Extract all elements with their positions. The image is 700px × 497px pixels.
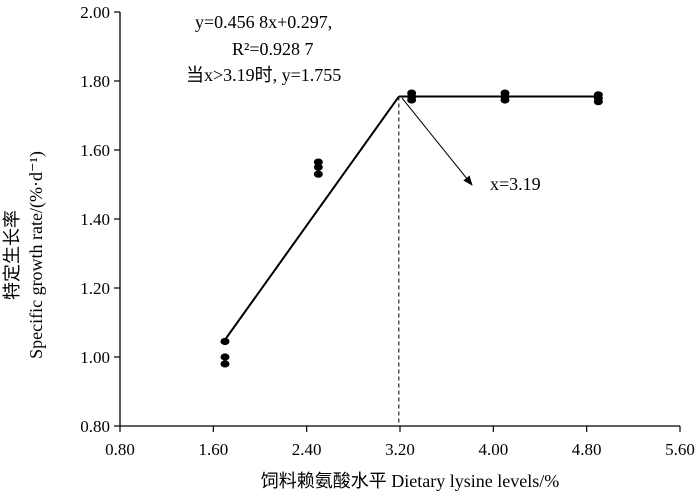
equation-line-3: 当x>3.19时, y=1.755: [186, 65, 341, 85]
x-tick-label: 4.00: [478, 440, 508, 459]
data-point: [593, 98, 603, 106]
y-tick-label: 1.60: [80, 141, 110, 160]
y-tick-label: 2.00: [80, 3, 110, 22]
data-point: [220, 353, 230, 361]
breakpoint-arrow: [401, 97, 473, 186]
axes: 0.80 1.60 2.40 3.20 4.00 4.80 5.60 0.80 1.00 1.20…: [80, 3, 695, 459]
data-point: [220, 360, 230, 368]
equation-line-2: R²=0.928 7: [232, 39, 314, 59]
x-axis-title: 饲料赖氨酸水平 Dietary lysine levels/%: [261, 471, 559, 491]
y-axis-title-en: Specific growth rate/(%·d⁻¹): [26, 151, 47, 359]
breakpoint-label: x=3.19: [490, 174, 541, 194]
x-tick-label: 1.60: [198, 440, 228, 459]
x-tick-label: 5.60: [665, 440, 695, 459]
y-tick-label: 0.80: [80, 417, 110, 436]
data-point: [313, 158, 323, 166]
data-point: [407, 96, 417, 104]
equation-line-1: y=0.456 8x+0.297,: [195, 12, 332, 32]
y-tick-label: 1.80: [80, 72, 110, 91]
y-tick-label: 1.20: [80, 279, 110, 298]
data-point: [313, 170, 323, 178]
fit-lines: [224, 95, 599, 426]
data-point: [313, 163, 323, 171]
data-point: [500, 96, 510, 104]
y-tick-label: 1.00: [80, 348, 110, 367]
y-tick-label: 1.40: [80, 210, 110, 229]
x-tick-label: 3.20: [385, 440, 415, 459]
x-tick-label: 2.40: [292, 440, 322, 459]
fit-line-rising: [224, 95, 400, 341]
data-point: [220, 337, 230, 346]
x-tick-label: 0.80: [105, 440, 135, 459]
data-points: [220, 89, 603, 368]
y-axis-title-cn: 特定生长率: [2, 210, 22, 300]
x-tick-label: 4.80: [572, 440, 602, 459]
